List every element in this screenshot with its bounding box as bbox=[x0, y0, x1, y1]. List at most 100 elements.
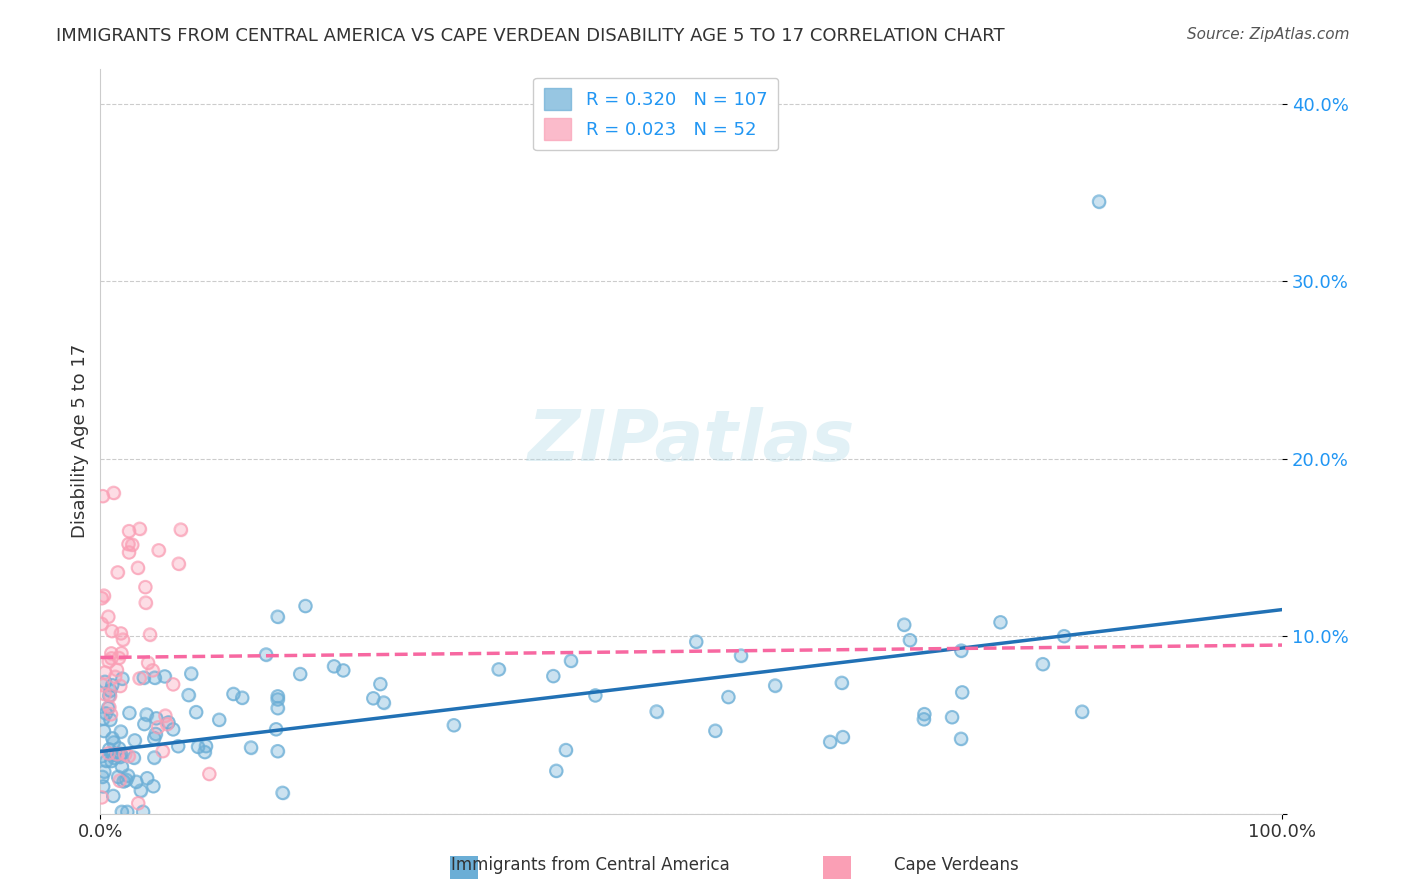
Point bbox=[831, 730, 853, 744]
Point bbox=[100, 713, 122, 727]
Point bbox=[143, 671, 166, 685]
Point bbox=[98, 689, 121, 703]
Point bbox=[100, 707, 122, 722]
Point bbox=[361, 691, 384, 706]
Point bbox=[361, 691, 384, 706]
Point bbox=[107, 770, 129, 784]
Point bbox=[266, 692, 288, 706]
Point bbox=[1071, 705, 1094, 719]
Point bbox=[266, 609, 288, 624]
Point bbox=[128, 672, 150, 686]
Point bbox=[146, 720, 169, 734]
Point bbox=[912, 707, 935, 722]
Point bbox=[96, 754, 118, 768]
Point bbox=[124, 733, 146, 747]
Point bbox=[950, 643, 973, 657]
Point bbox=[98, 742, 121, 756]
Point bbox=[117, 537, 139, 551]
Point bbox=[990, 615, 1012, 630]
Point bbox=[100, 754, 122, 768]
Point bbox=[162, 723, 184, 737]
Point bbox=[117, 749, 139, 764]
Point bbox=[94, 706, 117, 721]
Point bbox=[170, 523, 193, 537]
Point bbox=[266, 744, 288, 758]
Point bbox=[118, 524, 141, 538]
Point bbox=[170, 523, 193, 537]
Point bbox=[108, 651, 131, 665]
Point bbox=[93, 687, 115, 701]
Point bbox=[730, 648, 752, 663]
Point bbox=[645, 705, 668, 719]
Point bbox=[128, 522, 150, 536]
Point bbox=[114, 747, 136, 762]
Point bbox=[121, 538, 143, 552]
Point bbox=[187, 739, 209, 754]
Point bbox=[117, 805, 139, 819]
Point bbox=[103, 735, 125, 749]
Point bbox=[105, 663, 128, 677]
Point bbox=[124, 733, 146, 747]
Point bbox=[135, 707, 157, 722]
Point bbox=[153, 669, 176, 683]
Point bbox=[167, 739, 190, 754]
Point bbox=[145, 727, 167, 741]
Point bbox=[118, 545, 141, 559]
Point bbox=[111, 672, 134, 686]
Point bbox=[912, 712, 935, 726]
Point bbox=[101, 747, 124, 762]
Point bbox=[105, 747, 128, 762]
Point bbox=[111, 759, 134, 773]
Point bbox=[184, 705, 207, 719]
Point bbox=[108, 773, 131, 788]
Point bbox=[93, 687, 115, 701]
Point bbox=[1032, 657, 1054, 672]
Point bbox=[101, 678, 124, 692]
Point bbox=[148, 543, 170, 558]
Point bbox=[156, 717, 179, 731]
Point bbox=[152, 744, 174, 758]
Point bbox=[93, 589, 115, 603]
Point bbox=[373, 696, 395, 710]
Point bbox=[98, 700, 121, 714]
Point bbox=[543, 669, 565, 683]
Point bbox=[134, 580, 156, 594]
Point bbox=[254, 648, 277, 662]
Point bbox=[110, 626, 132, 640]
Point bbox=[266, 692, 288, 706]
Point bbox=[91, 489, 114, 503]
Point bbox=[100, 707, 122, 722]
Point bbox=[950, 731, 973, 746]
Point bbox=[110, 724, 132, 739]
Point bbox=[143, 750, 166, 764]
Point bbox=[94, 665, 117, 680]
Point bbox=[198, 767, 221, 781]
Point bbox=[90, 790, 112, 805]
Point bbox=[560, 654, 582, 668]
Point bbox=[180, 666, 202, 681]
Point bbox=[323, 659, 346, 673]
Point bbox=[146, 720, 169, 734]
Point bbox=[97, 609, 120, 624]
Point bbox=[97, 609, 120, 624]
Point bbox=[543, 669, 565, 683]
Point bbox=[111, 672, 134, 686]
Point bbox=[103, 735, 125, 749]
Point bbox=[145, 711, 167, 725]
Point bbox=[546, 764, 568, 778]
Point bbox=[111, 805, 134, 819]
Point bbox=[111, 632, 134, 647]
Point bbox=[125, 774, 148, 789]
Point bbox=[91, 780, 114, 794]
Text: Cape Verdeans: Cape Verdeans bbox=[894, 856, 1018, 874]
Point bbox=[167, 557, 190, 571]
Point bbox=[208, 713, 231, 727]
Point bbox=[370, 677, 392, 691]
Point bbox=[111, 759, 134, 773]
Point bbox=[950, 685, 973, 699]
Point bbox=[129, 783, 152, 797]
Point bbox=[103, 751, 125, 765]
Point bbox=[110, 724, 132, 739]
Point bbox=[132, 805, 155, 819]
Point bbox=[156, 717, 179, 731]
